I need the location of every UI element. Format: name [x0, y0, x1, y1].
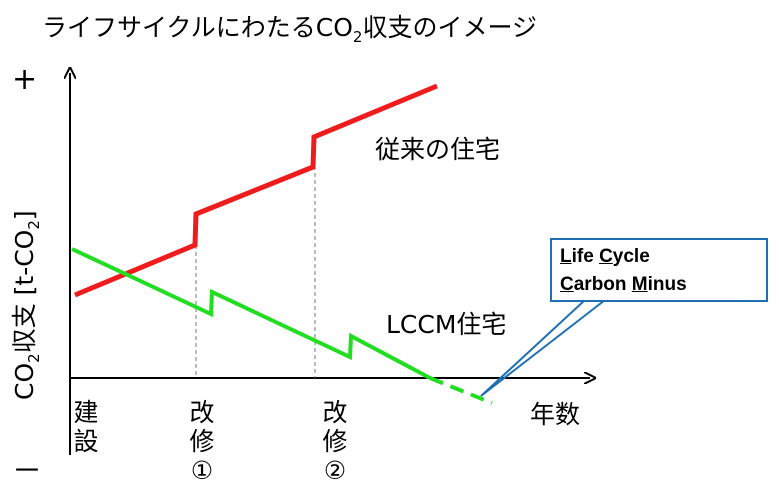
y-axis-plus-label: +	[12, 62, 38, 97]
x-axis-label: 年数	[530, 400, 581, 429]
lccm-house-line	[71, 247, 431, 380]
milestone-construction: 建設	[73, 398, 99, 456]
callout-pointer	[480, 299, 606, 397]
series-label-lccm: LCCM住宅	[386, 310, 507, 339]
conventional-house-line	[74, 83, 438, 298]
y-axis-minus-label: －	[12, 454, 42, 489]
lccm-callout-box: Life Cycle Carbon Minus	[550, 238, 768, 302]
callout-line-2: Carbon Minus	[560, 274, 687, 295]
callout-line-1: Life Cycle	[560, 246, 650, 267]
series-label-conventional: 従来の住宅	[375, 135, 501, 164]
diagram-title: ライフサイクルにわたるCO2収支のイメージ	[42, 13, 537, 46]
lccm-house-projection	[429, 376, 493, 405]
